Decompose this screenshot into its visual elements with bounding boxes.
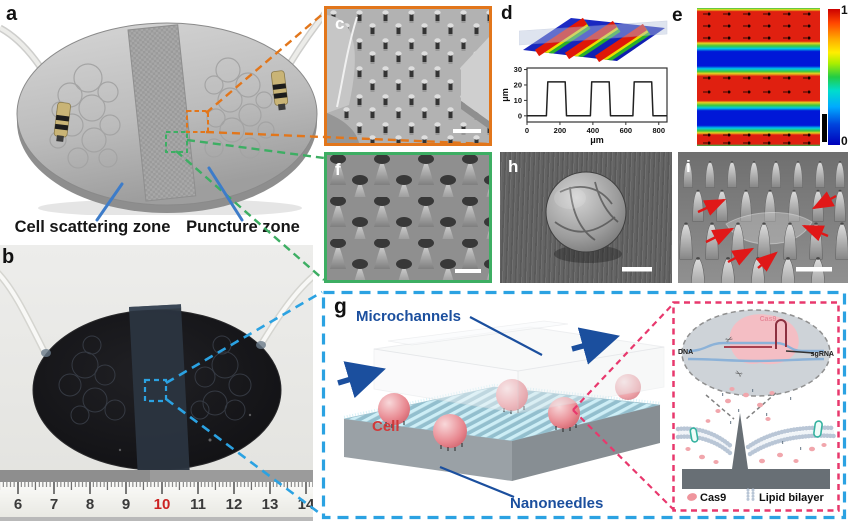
- puncture-arrow: [727, 247, 755, 266]
- scale-bar: [455, 269, 481, 273]
- scale-bar: [796, 267, 832, 272]
- panel-g-schematic: g: [322, 291, 846, 518]
- dna-label: DNA: [678, 349, 693, 356]
- legend-lipid-label: Lipid bilayer: [759, 492, 825, 504]
- panel-a-device-render: a Cell scattering zone Puncture zone: [0, 0, 329, 245]
- surface-3d-plot: [519, 17, 668, 62]
- cell-wrinkles: [554, 181, 619, 241]
- ruler-number: 9: [122, 496, 130, 513]
- panel-f-sem-cones: f: [324, 152, 492, 283]
- panel-e-flow-heatmap: e 1 0: [672, 3, 848, 148]
- panel-letter-i: i: [686, 157, 691, 176]
- channel-wall-left: [327, 15, 355, 113]
- inset-legend: Cas9 Lipid bilayer: [687, 488, 825, 504]
- ruler-number: 14: [298, 496, 313, 513]
- chip-schematic: Microchannels Cell Nanoneedles: [337, 308, 665, 512]
- microchannel-block: [373, 320, 665, 414]
- ruler-number: 13: [262, 496, 279, 513]
- svg-text:0: 0: [525, 126, 529, 135]
- ruler-number: 12: [226, 496, 243, 513]
- svg-text:10: 10: [514, 96, 522, 105]
- channel-wall-right: [461, 37, 489, 121]
- lipid-bilayer-icon: [746, 488, 755, 503]
- svg-text:800: 800: [653, 126, 666, 135]
- puncture-arrow: [811, 191, 837, 210]
- ruler-number: 8: [86, 496, 94, 513]
- nanoneedle-pillars-front: [679, 222, 848, 300]
- table-edge: [0, 517, 313, 521]
- puncture-arrow: [801, 224, 829, 242]
- colorbar-max-label: 1: [841, 3, 848, 17]
- cell-label: Cell: [372, 418, 400, 435]
- cas9-mechanism-inset: ✂ ✂ DNA sgRNA Cas9: [672, 301, 840, 512]
- puncture-arrow: [705, 227, 735, 246]
- svg-text:μm: μm: [500, 88, 510, 102]
- sem-puncture-site: i: [679, 157, 848, 300]
- svg-text:0: 0: [518, 111, 522, 120]
- cell-scattering-zone-label: Cell scattering zone: [14, 218, 171, 236]
- microchannels-label: Microchannels: [356, 308, 461, 325]
- cas9-blob-icon: [687, 493, 697, 501]
- legend-cas9-label: Cas9: [700, 492, 726, 504]
- sem-cell-on-needles: h: [508, 157, 652, 272]
- panel-d-profilometry: d 0 10 20 30 0 2: [497, 2, 675, 150]
- ruler-number: 10: [154, 496, 171, 513]
- panel-h-sem-cell: h: [500, 152, 672, 283]
- surface-ridges: [534, 17, 648, 62]
- svg-text:600: 600: [620, 126, 633, 135]
- flow-in-arrow: [337, 361, 386, 399]
- ruler-number: 11: [190, 496, 206, 513]
- panel-letter-e: e: [672, 5, 683, 26]
- membrane-protein: [813, 420, 823, 438]
- panel-b-device-photo: 6 7 8 9 10 11 12 13 14 b: [0, 245, 320, 521]
- panel-letter-h: h: [508, 157, 518, 176]
- sem-pillar-array: c: [327, 9, 489, 143]
- puncture-arrow: [697, 198, 727, 216]
- velocity-heatmap: [697, 8, 820, 146]
- nanoneedles-label: Nanoneedles: [510, 495, 603, 512]
- cell-body: [545, 171, 627, 253]
- puncture-arrows: [697, 191, 837, 272]
- panel-letter-f: f: [335, 160, 341, 179]
- svg-text:200: 200: [554, 126, 567, 135]
- ruler: 6 7 8 9 10 11 12 13 14: [0, 470, 315, 521]
- cas9-label: Cas9: [760, 316, 777, 323]
- panel-i-sem-puncture: i: [678, 152, 848, 300]
- tracer-dots: [703, 12, 811, 145]
- svg-text:30: 30: [514, 65, 522, 74]
- svg-text:400: 400: [587, 126, 600, 135]
- cross-section-plane: [519, 20, 668, 46]
- puncture-arrow: [755, 251, 778, 272]
- ruler-ticks: [0, 482, 313, 494]
- photo-strip: [129, 304, 190, 473]
- colorbar: [828, 9, 840, 145]
- sem-cone-array: f: [327, 155, 489, 280]
- sgrna-label: sgRNA: [811, 351, 834, 358]
- puncture-zone-label: Puncture zone: [186, 218, 300, 236]
- scale-bar: [453, 129, 481, 133]
- panel-c-sem-pillars: c: [324, 6, 492, 146]
- membrane-scene: [675, 387, 837, 489]
- colorbar-min-label: 0: [841, 134, 848, 148]
- scale-bar: [622, 267, 652, 272]
- scale-bar: [822, 114, 827, 142]
- device-photo-art: 6 7 8 9 10 11 12 13 14: [0, 245, 320, 521]
- panel-letter-b: b: [2, 246, 15, 268]
- panel-letter-d: d: [501, 3, 513, 24]
- nanoneedle-spike: [732, 413, 748, 469]
- ruler-number: 7: [50, 496, 58, 513]
- svg-text:μm: μm: [590, 135, 604, 145]
- height-profile-chart: 0 10 20 30 0 200 400 600 800 μm μm: [500, 65, 668, 145]
- panel-letter-a: a: [6, 3, 18, 25]
- svg-text:20: 20: [514, 81, 522, 90]
- ruler-number: 6: [14, 496, 22, 513]
- inlet-connector: [53, 101, 71, 142]
- device-render-art: [0, 9, 329, 217]
- needle-substrate: [682, 469, 830, 489]
- panel-letter-c: c: [335, 14, 344, 33]
